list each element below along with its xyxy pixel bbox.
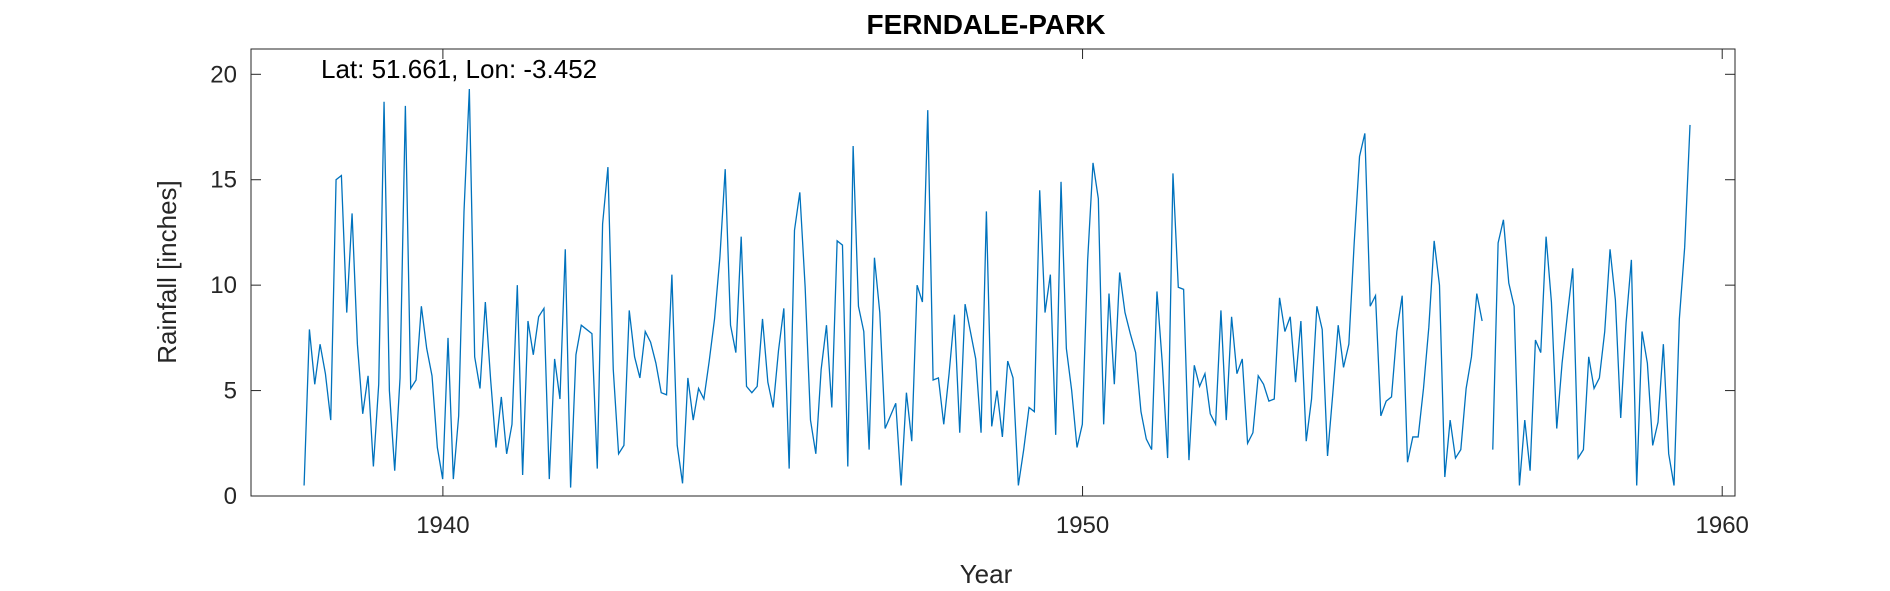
chart-title: FERNDALE-PARK (866, 9, 1105, 40)
y-tick-label: 20 (210, 61, 237, 88)
x-tick-label: 1950 (1056, 512, 1109, 539)
x-tick-label: 1940 (416, 512, 469, 539)
y-axis-label: Rainfall [inches] (152, 180, 182, 364)
y-tick-label: 5 (224, 378, 237, 405)
rainfall-series-line (303, 89, 1691, 488)
location-annotation: Lat: 51.661, Lon: -3.452 (321, 54, 597, 84)
y-tick-label: 0 (224, 483, 237, 510)
y-axis: 0 5 10 15 20 (210, 61, 1735, 510)
x-axis-label: Year (960, 559, 1013, 589)
x-axis: 1940 1950 1960 (416, 49, 1749, 539)
x-tick-label: 1960 (1696, 512, 1749, 539)
y-tick-label: 15 (210, 167, 237, 194)
y-tick-label: 10 (210, 272, 237, 299)
